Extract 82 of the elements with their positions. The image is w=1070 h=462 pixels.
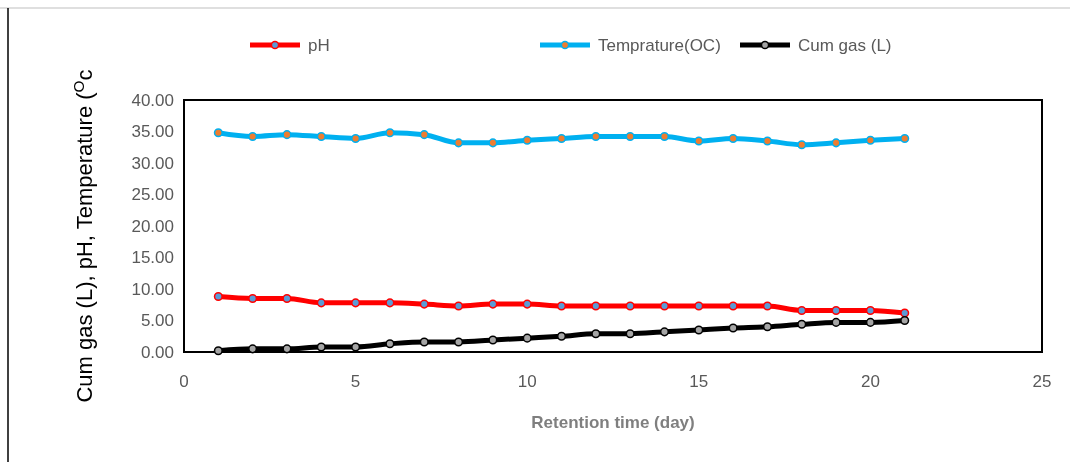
point <box>659 301 670 311</box>
point <box>831 317 841 327</box>
point <box>762 301 772 311</box>
point <box>556 331 567 341</box>
point <box>762 136 772 146</box>
point <box>694 325 704 335</box>
point <box>591 132 601 142</box>
point <box>248 344 258 354</box>
point <box>591 301 601 311</box>
legend-label: Cum gas (L) <box>798 35 892 55</box>
x-tick-label: 25 <box>1032 372 1052 391</box>
point <box>865 305 875 315</box>
point <box>282 130 292 140</box>
point <box>831 305 841 315</box>
point <box>282 344 292 354</box>
point <box>694 136 704 146</box>
x-tick-label: 10 <box>517 372 537 391</box>
point <box>385 128 395 138</box>
point <box>831 138 841 148</box>
point <box>351 342 361 352</box>
point <box>316 298 326 308</box>
point <box>248 132 258 142</box>
y-tick-label: 0.00 <box>140 342 174 362</box>
point <box>454 138 464 148</box>
point <box>797 140 807 150</box>
y-tick-label: 20.00 <box>131 216 174 236</box>
point <box>385 298 395 308</box>
x-tick-label: 0 <box>179 372 189 391</box>
x-tick-label: 5 <box>350 372 361 391</box>
point <box>316 342 326 352</box>
point <box>694 301 704 311</box>
point <box>762 322 772 332</box>
point <box>522 299 532 309</box>
point <box>900 133 910 143</box>
point <box>488 335 498 345</box>
point <box>728 133 738 143</box>
point <box>316 132 326 142</box>
x-axis-title: Retention time (day) <box>531 413 695 432</box>
point <box>865 135 875 145</box>
legend-label: Temprature(OC) <box>598 35 721 55</box>
point <box>659 327 670 337</box>
point <box>213 292 223 302</box>
point <box>522 333 532 343</box>
y-tick-label: 40.00 <box>131 90 174 110</box>
point <box>659 132 670 142</box>
point <box>625 301 635 311</box>
point <box>625 329 635 339</box>
point <box>351 133 361 143</box>
point <box>282 293 292 303</box>
y-tick-label: 35.00 <box>131 122 174 142</box>
point <box>797 305 807 315</box>
x-tick-label: 20 <box>860 372 880 391</box>
y-tick-label: 30.00 <box>131 153 174 173</box>
legend-label: pH <box>308 35 330 55</box>
point <box>865 317 875 327</box>
y-tick-label: 10.00 <box>131 279 174 299</box>
point <box>488 138 498 148</box>
point <box>419 337 429 347</box>
point <box>522 135 532 145</box>
point <box>900 308 910 318</box>
y-tick-label: 5.00 <box>140 311 174 331</box>
point <box>556 301 567 311</box>
point <box>625 132 635 142</box>
point <box>454 301 464 311</box>
point <box>419 299 429 309</box>
y-tick-label: 25.00 <box>131 185 174 205</box>
point <box>419 130 429 140</box>
point <box>797 319 807 329</box>
point <box>591 329 601 339</box>
point <box>900 315 910 326</box>
point <box>728 323 738 333</box>
point <box>351 298 361 308</box>
point <box>213 346 223 356</box>
point <box>454 337 464 347</box>
x-tick-label: 15 <box>689 372 709 391</box>
y-tick-label: 15.00 <box>131 248 174 268</box>
point <box>385 339 395 349</box>
point <box>213 128 223 138</box>
point <box>488 299 498 309</box>
point <box>556 133 567 143</box>
point <box>728 301 738 311</box>
point <box>248 293 258 303</box>
